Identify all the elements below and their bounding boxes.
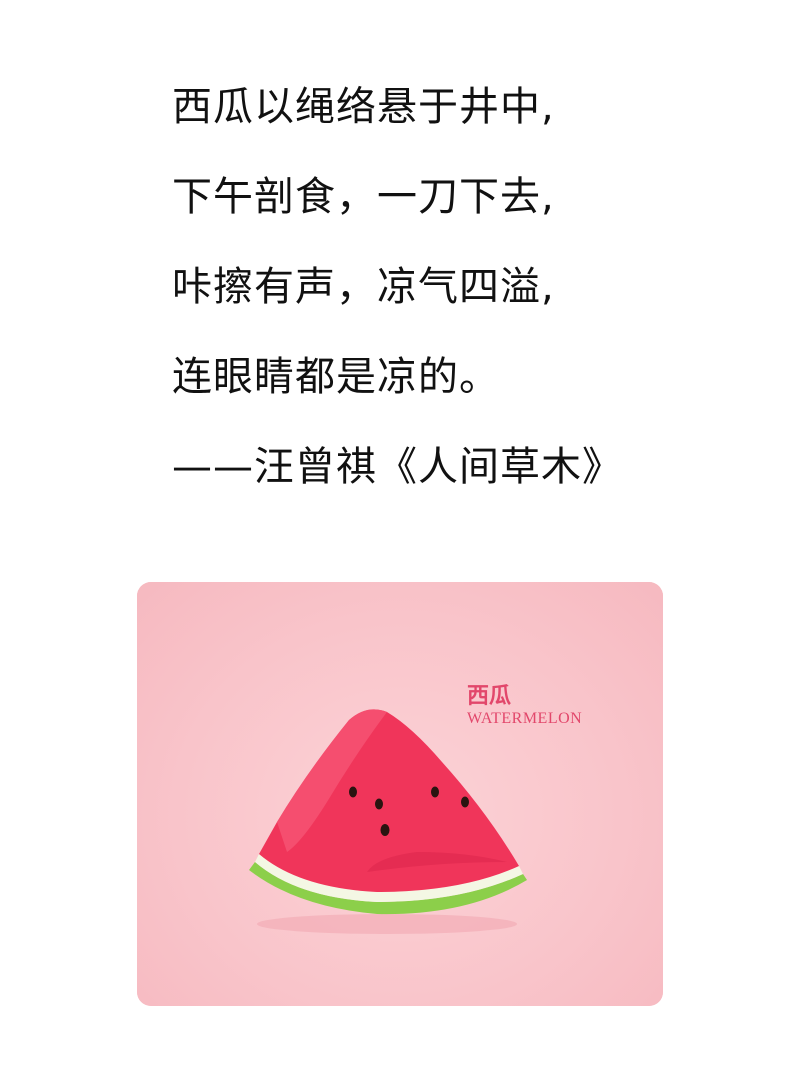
illustration-label-english: WATERMELON [467, 710, 583, 727]
bottom-spacer [0, 1015, 800, 1067]
watermelon-seed [461, 796, 469, 808]
watermelon-seed [375, 798, 383, 810]
slice-shadow [257, 914, 517, 934]
watermelon-highlight [277, 709, 387, 852]
watermelon-seed [380, 824, 390, 836]
watermelon-white-rind [255, 854, 523, 902]
poem-text: 西瓜以绳络悬于井中, 下午剖食，一刀下去, 咔擦有声，凉气四溢, 连眼睛都是凉的… [172, 62, 772, 512]
poem-line-1: 西瓜以绳络悬于井中, [172, 84, 555, 130]
watermelon-slice-image [249, 709, 527, 934]
illustration-label-chinese: 西瓜 [467, 683, 512, 709]
poem-line-3: 咔擦有声，凉气四溢, [172, 264, 555, 310]
poem-attribution: ——汪曾祺《人间草木》 [172, 444, 623, 490]
watermelon-rind [249, 862, 527, 915]
watermelon-shade [367, 852, 507, 872]
poem-line-4: 连眼睛都是凉的。 [172, 354, 500, 400]
watermelon-seed [349, 786, 357, 798]
watermelon-seed [431, 786, 439, 798]
poem-line-2: 下午剖食，一刀下去, [172, 174, 555, 220]
watermelon-illustration-card: 西瓜 WATERMELON [137, 582, 663, 1006]
